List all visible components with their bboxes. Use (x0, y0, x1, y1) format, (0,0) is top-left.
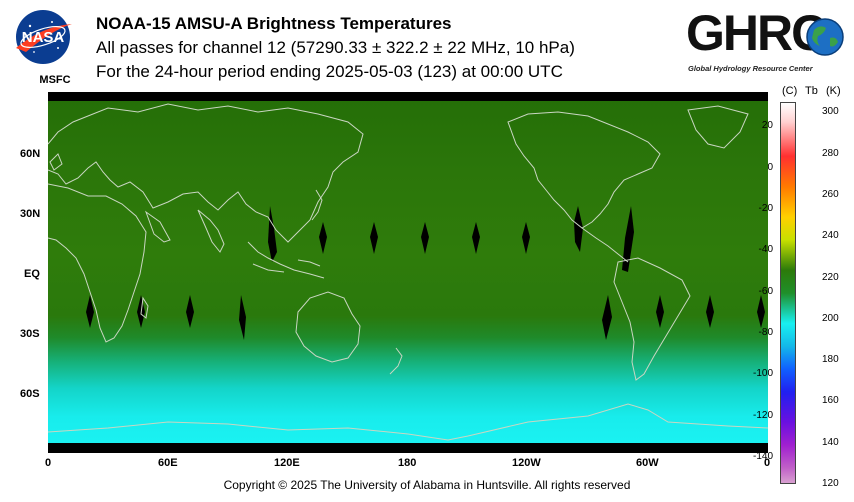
north-polar-gap (48, 92, 768, 101)
msfc-label: MSFC (39, 74, 71, 86)
lat-label-60n: 60N (20, 148, 41, 160)
lat-label-eq: EQ (24, 268, 40, 280)
colorbar-kelvin-tick: 120 (822, 478, 839, 489)
colorbar-kelvin-tick: 240 (822, 230, 839, 242)
lon-label-0-west: 0 (45, 457, 52, 469)
colorbar-celsius-tick: 0 (767, 161, 773, 173)
copyright-notice: Copyright © 2025 The University of Alaba… (223, 478, 631, 492)
swath-gaps (86, 206, 765, 340)
globe-icon (806, 18, 844, 56)
colorbar-kelvin-tick: 180 (822, 354, 839, 366)
lon-label-120w: 120W (512, 457, 541, 469)
ghrc-wordmark: GHRC (686, 5, 827, 61)
colorbar-celsius-tick: -120 (752, 409, 773, 421)
colorbar-kelvin-tick: 160 (822, 395, 839, 407)
colorbar-unit-celsius: (C) (782, 85, 798, 97)
colorbar-kelvin-tick: 300 (822, 106, 839, 118)
colorbar-celsius-tick: 20 (761, 120, 773, 132)
colorbar-kelvin-tick: 140 (822, 436, 839, 448)
colorbar-celsius-tick: -20 (758, 203, 773, 215)
ghrc-logo: GHRC Global Hydrology Resource Center (686, 5, 848, 78)
lat-label-60s: 60S (20, 388, 40, 400)
lon-label-60e: 60E (158, 457, 178, 469)
lat-label-30s: 30S (20, 328, 40, 340)
map-canvas (48, 92, 768, 453)
nasa-meatball-icon: NASA (16, 10, 72, 64)
page-title: NOAA-15 AMSU-A Brightness Temperatures (96, 14, 452, 33)
colorbar-unit-tb: Tb (805, 85, 818, 97)
colorbar-celsius-tick: -100 (752, 368, 773, 380)
colorbar-celsius-tick: -40 (758, 244, 773, 256)
lon-label-180: 180 (398, 457, 417, 469)
colorbar-kelvin-tick: 260 (822, 188, 839, 200)
lon-label-0-east: 0 (764, 457, 771, 469)
period-line: For the 24-hour period ending 2025-05-03… (96, 62, 563, 81)
colorbar-kelvin-tick: 220 (822, 271, 839, 283)
lon-label-120e: 120E (274, 457, 300, 469)
nasa-logo: NASA MSFC (12, 8, 74, 86)
colorbar-unit-kelvin: (K) (826, 85, 841, 97)
brightness-temperature-map (48, 92, 768, 453)
header: NOAA-15 AMSU-A Brightness Temperatures A… (96, 12, 575, 84)
channel-line: All passes for channel 12 (57290.33 ± 32… (96, 38, 575, 57)
ghrc-subtitle: Global Hydrology Resource Center (688, 64, 813, 73)
coastlines (48, 103, 768, 441)
colorbar-kelvin-tick: 200 (822, 312, 839, 324)
svg-text:NASA: NASA (22, 29, 65, 46)
colorbar-celsius-tick: -80 (758, 326, 773, 338)
colorbar-kelvin-tick: 280 (822, 147, 839, 159)
lon-label-60w: 60W (636, 457, 659, 469)
temperature-field (48, 92, 768, 453)
colorbar-celsius-tick: -140 (752, 450, 773, 462)
lat-label-30n: 30N (20, 208, 41, 220)
colorbar-celsius-tick: -60 (758, 285, 773, 297)
temperature-colorbar (780, 102, 796, 484)
south-polar-gap (48, 443, 768, 453)
